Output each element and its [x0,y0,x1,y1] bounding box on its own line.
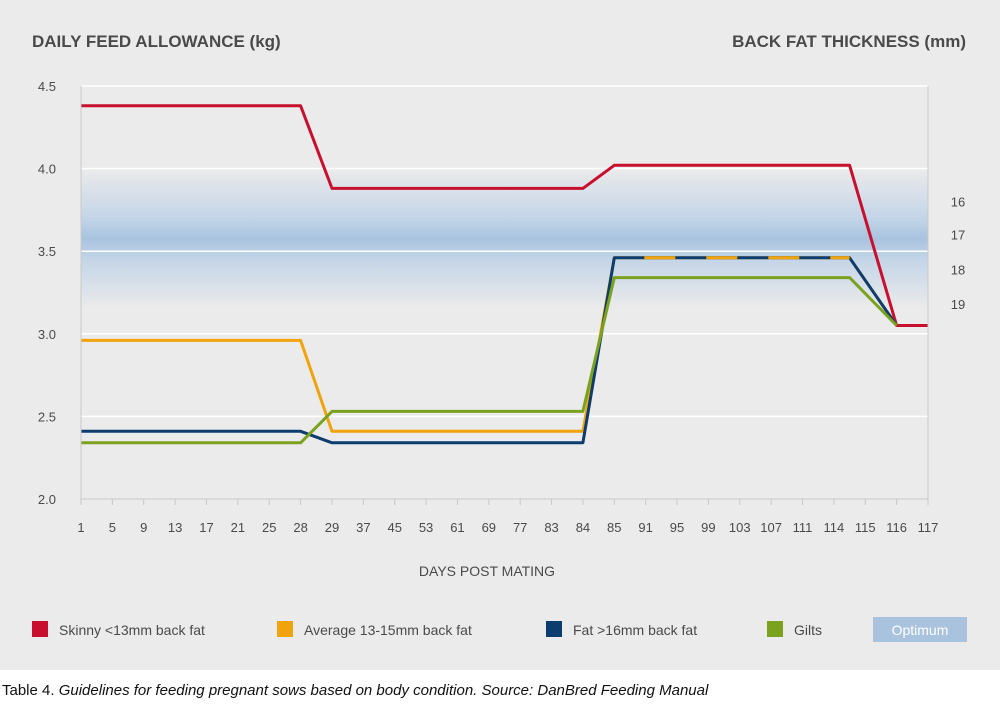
right-tick-label: 16 [951,195,965,210]
feed-allowance-chart: 2.0 2.5 3.0 3.5 4.0 4.5 1 5 9 13 17 21 25 28 29 37 45 53 6… [32,32,967,642]
series-line-0 [81,104,928,327]
x-tick-label: 37 [356,520,370,535]
right-axis-title: BACK FAT THICKNESS (mm) [732,32,966,51]
x-tick-label: 9 [140,520,147,535]
right-tick-label: 19 [951,297,965,312]
series-line-2 [81,256,898,445]
y-tick-label: 4.0 [38,162,56,177]
figure-caption: Table 4. Guidelines for feeding pregnant… [2,682,708,699]
x-tick-label: 114 [824,520,845,535]
grid-lines [81,85,928,418]
legend-label: Skinny <13mm back fat [59,622,205,638]
series-line-3 [81,276,898,445]
legend-label: Average 13-15mm back fat [304,622,472,638]
x-tick-label: 53 [419,520,433,535]
x-tick-label: 85 [607,520,621,535]
x-tick-label: 17 [199,520,213,535]
x-tick-label: 83 [544,520,558,535]
x-tick-label: 45 [387,520,401,535]
legend-swatch [277,621,293,637]
y-tick-label: 3.5 [38,244,56,259]
series-lines [81,104,928,445]
x-tick-label: 13 [168,520,182,535]
x-axis-title: DAYS POST MATING [419,563,555,579]
caption-label: Table 4. [2,682,55,699]
x-tick-label: 91 [638,520,652,535]
y-tick-label: 3.0 [38,327,56,342]
right-tick-label: 18 [951,262,965,277]
x-tick-label: 103 [729,520,751,535]
x-tick-label: 107 [760,520,782,535]
x-tick-label: 28 [293,520,307,535]
x-tick-label: 117 [918,520,939,535]
x-tick-label: 77 [513,520,527,535]
x-tick-label: 1 [77,520,84,535]
legend-swatch [767,621,783,637]
x-tick-label: 5 [109,520,116,535]
optimum-band [81,168,928,310]
legend-optimum-label: Optimum [892,622,949,638]
x-tick-label: 111 [793,520,813,535]
x-tick-label: 29 [325,520,339,535]
left-axis-title: DAILY FEED ALLOWANCE (kg) [32,32,281,51]
x-tick-label: 99 [701,520,715,535]
legend: Skinny <13mm back fat Average 13-15mm bac… [32,617,967,642]
right-tick-label: 17 [951,228,965,243]
y-tick-label: 2.0 [38,492,56,507]
axes: 2.0 2.5 3.0 3.5 4.0 4.5 1 5 9 13 17 21 25 28 29 37 45 53 6… [38,79,965,535]
x-tick-label: 84 [576,520,590,535]
x-tick-label: 116 [886,520,907,535]
chart-panel: 2.0 2.5 3.0 3.5 4.0 4.5 1 5 9 13 17 21 25 28 29 37 45 53 6… [0,0,1000,670]
y-tick-label: 2.5 [38,409,56,424]
y-tick-label: 4.5 [38,79,56,94]
x-tick-label: 21 [231,520,245,535]
x-tick-label: 95 [670,520,684,535]
x-tick-label: 61 [450,520,464,535]
legend-swatch [32,621,48,637]
legend-swatch [546,621,562,637]
legend-label: Gilts [794,622,822,638]
x-tick-label: 69 [482,520,496,535]
x-tick-label: 25 [262,520,276,535]
legend-optimum-box [873,617,967,642]
legend-label: Fat >16mm back fat [573,622,697,638]
x-tick-label: 115 [855,520,876,535]
caption-text: Guidelines for feeding pregnant sows bas… [58,682,709,699]
